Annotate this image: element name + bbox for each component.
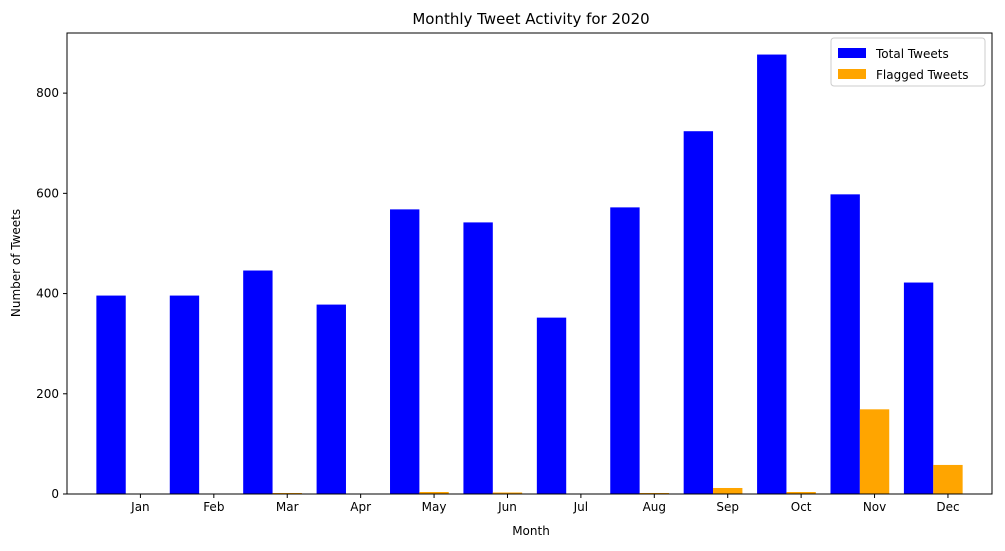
x-axis-label: Month xyxy=(512,524,550,538)
legend-label: Flagged Tweets xyxy=(876,68,969,82)
x-tick-label: Jun xyxy=(497,500,517,514)
bar-total-jan xyxy=(96,295,126,494)
legend: Total Tweets Flagged Tweets xyxy=(830,37,986,87)
bar-total-dec xyxy=(903,282,934,494)
bars-layer xyxy=(96,54,963,495)
legend-swatch xyxy=(838,48,866,58)
y-axis-ticks: 0 200 400 600 800 xyxy=(36,86,67,501)
bar-total-jun xyxy=(463,222,493,494)
bar-flagged-oct xyxy=(786,492,816,494)
bar-total-jul xyxy=(536,317,567,494)
x-tick-label: Feb xyxy=(203,500,224,514)
plot-frame xyxy=(66,32,993,495)
x-tick-label: Mar xyxy=(276,500,299,514)
x-tick-label: Nov xyxy=(863,500,886,514)
x-tick-label: Jul xyxy=(573,500,588,514)
bar-flagged-sep xyxy=(713,487,743,494)
y-tick-label: 400 xyxy=(36,287,59,301)
x-axis-ticks: Jan Feb Mar Apr May Jun Jul Aug Sep Oct Nov Dec xyxy=(130,494,960,514)
bar-total-mar xyxy=(243,270,273,494)
x-tick-label: Jan xyxy=(130,500,150,514)
bar-total-sep xyxy=(683,131,714,494)
x-tick-label: May xyxy=(422,500,447,514)
bar-flagged-dec xyxy=(933,464,963,494)
y-tick-label: 600 xyxy=(36,186,59,200)
y-tick-label: 800 xyxy=(36,86,59,100)
x-tick-label: Oct xyxy=(791,500,812,514)
bar-total-nov xyxy=(830,194,860,494)
bar-total-apr xyxy=(316,304,346,494)
y-tick-label: 200 xyxy=(36,387,59,401)
y-tick-label: 0 xyxy=(51,487,59,501)
bar-flagged-nov xyxy=(859,409,890,494)
chart-title: Monthly Tweet Activity for 2020 xyxy=(412,10,649,28)
bar-flagged-may xyxy=(419,492,449,494)
x-tick-label: Apr xyxy=(350,500,371,514)
legend-swatch xyxy=(838,69,866,79)
bar-total-feb xyxy=(169,295,200,494)
legend-label: Total Tweets xyxy=(875,47,949,61)
legend-box xyxy=(830,37,986,87)
bar-total-aug xyxy=(610,207,640,494)
bar-total-oct xyxy=(757,54,787,495)
x-tick-label: Dec xyxy=(936,500,959,514)
bar-total-may xyxy=(390,209,420,494)
bar-flagged-jun xyxy=(492,492,523,494)
x-tick-label: Aug xyxy=(643,500,666,514)
x-tick-label: Sep xyxy=(716,500,739,514)
y-axis-label: Number of Tweets xyxy=(9,209,23,317)
